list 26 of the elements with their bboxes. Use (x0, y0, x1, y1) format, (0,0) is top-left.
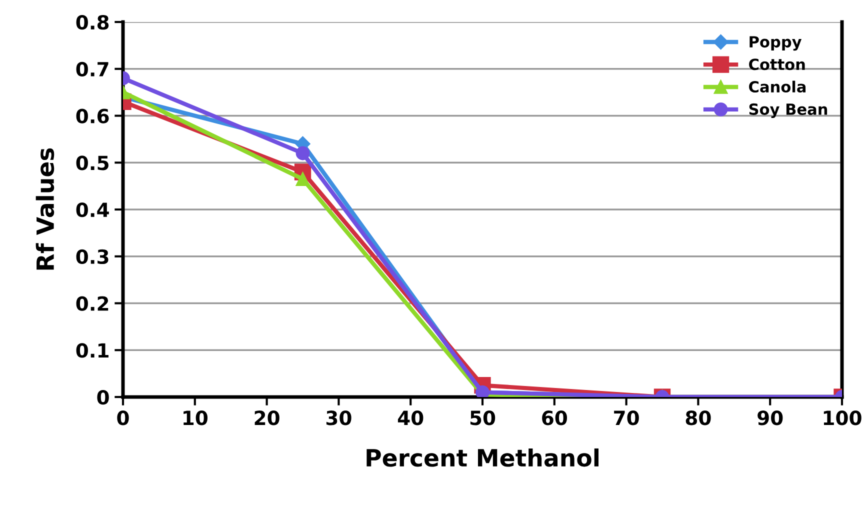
y-tick-label: 0.7 (76, 62, 108, 77)
x-tick-label: 0 (117, 410, 129, 426)
y-tick-label: 0.6 (76, 108, 109, 124)
x-tick-label: 30 (326, 410, 352, 426)
y-tick-label: 0.5 (76, 156, 108, 170)
legend-label: Canola (749, 80, 806, 93)
x-tick-label: 10 (184, 410, 208, 426)
x-tick-label: 60 (542, 410, 567, 426)
x-tick-label: 40 (398, 410, 424, 426)
legend-label: Soy Bean (749, 103, 828, 118)
y-tick-label: 0.3 (76, 249, 108, 264)
legend-label: Cotton (749, 58, 805, 70)
x-tick-label: 80 (686, 410, 711, 426)
x-tick-label: 100 (824, 410, 862, 426)
y-tick-label: 0.1 (76, 343, 108, 358)
x-tick-label: 50 (470, 410, 496, 426)
x-tick-label: 20 (254, 410, 280, 426)
x-tick-label: 70 (614, 410, 639, 426)
y-tick-label: 0 (97, 390, 109, 405)
legend-label: Poppy (750, 36, 802, 51)
y-axis-title: Rf Values (36, 148, 54, 270)
y-tick-label: 0.4 (76, 202, 109, 218)
y-tick-label: 0.2 (76, 296, 108, 311)
x-axis-title: Percent Methanol (366, 448, 598, 467)
y-tick-label: 0.8 (76, 14, 109, 30)
x-tick-label: 90 (758, 410, 783, 426)
